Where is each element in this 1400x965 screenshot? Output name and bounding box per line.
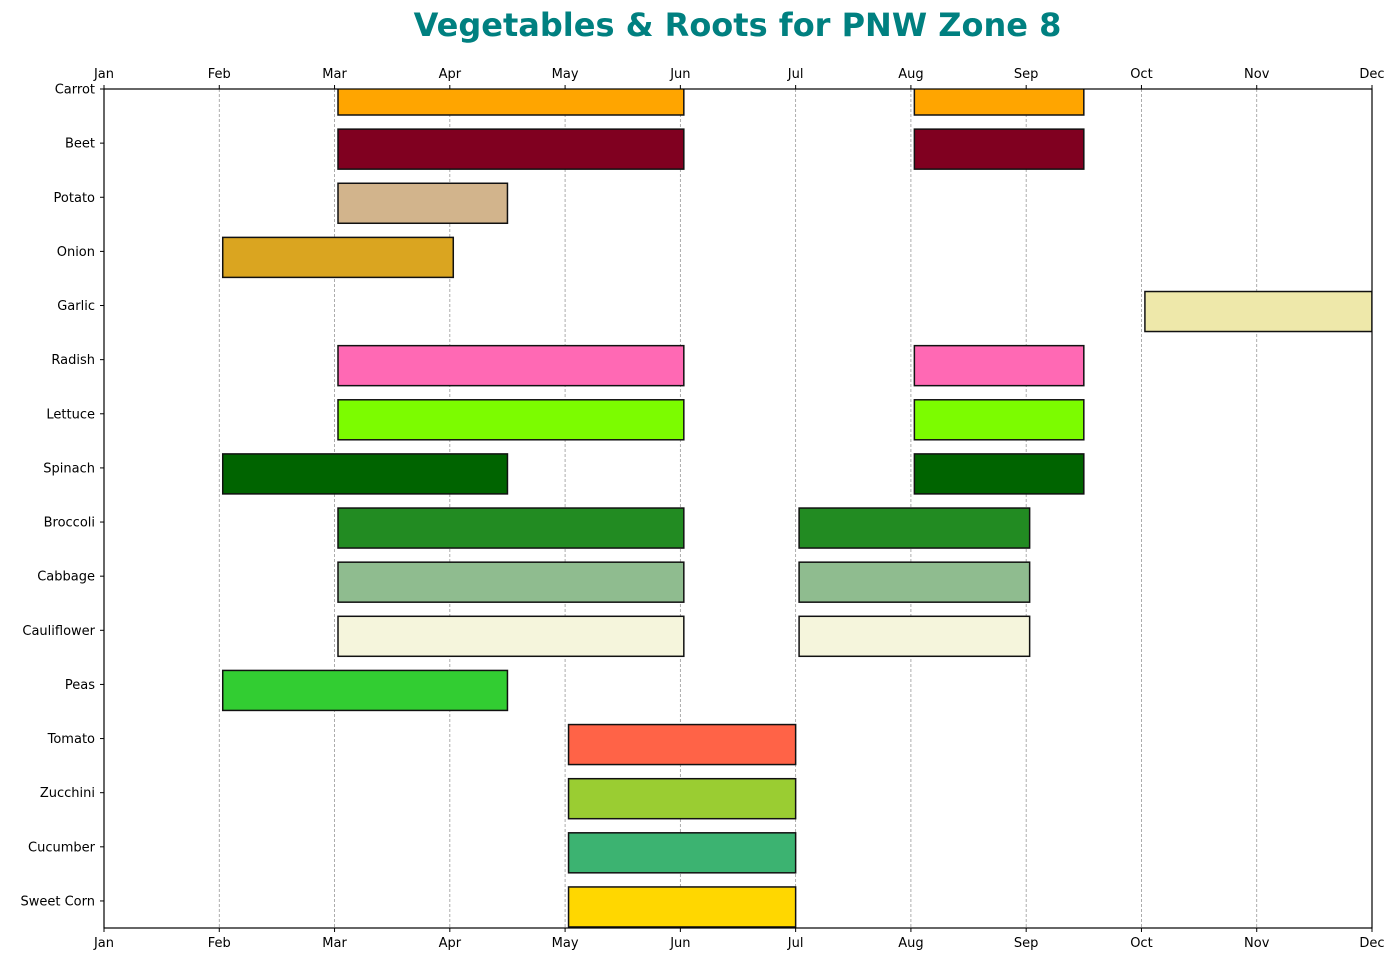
x-tick-label-top: Oct: [1130, 67, 1152, 82]
y-tick-label: Cabbage: [37, 570, 95, 585]
x-tick-label-bottom: Aug: [898, 936, 923, 951]
x-tick-label-top: Apr: [439, 67, 462, 82]
x-tick-label-top: Aug: [898, 67, 923, 82]
bar-cucumber: [567, 832, 797, 874]
bar-cabbage: [798, 561, 1031, 603]
chart-title: Vegetables & Roots for PNW Zone 8: [413, 6, 1062, 44]
bar-garlic: [1144, 290, 1372, 333]
bar-lettuce: [913, 399, 1085, 441]
x-tick-label-bottom: Dec: [1359, 936, 1384, 951]
bar-broccoli: [337, 507, 685, 549]
x-tick-label-bottom: Sep: [1014, 936, 1039, 951]
y-tick-label: Peas: [65, 678, 95, 693]
y-tick-label: Tomato: [47, 732, 95, 747]
x-tick-label-bottom: Jul: [787, 936, 804, 951]
y-tick-label: Potato: [54, 191, 95, 206]
bar-cauliflower: [337, 615, 685, 658]
bar-tomato: [567, 723, 797, 766]
x-tick-label-top: Jan: [93, 67, 114, 82]
x-tick-label-top: Nov: [1244, 67, 1270, 82]
x-tick-label-top: May: [552, 67, 579, 82]
bar-carrot: [913, 89, 1085, 116]
bar-broccoli: [798, 507, 1031, 549]
x-tick-label-bottom: Oct: [1130, 936, 1152, 951]
bar-beet: [913, 128, 1085, 170]
x-tick-label-top: Dec: [1359, 67, 1384, 82]
bar-spinach: [221, 453, 509, 495]
bar-spinach: [913, 453, 1085, 495]
bar-radish: [913, 344, 1085, 387]
y-tick-label: Zucchini: [40, 786, 95, 801]
plot-frame: [103, 88, 1373, 929]
bar-carrot: [337, 89, 685, 116]
y-tick-label: Garlic: [57, 299, 95, 314]
x-tick-label-top: Jul: [787, 67, 804, 82]
bar-zucchini: [567, 777, 797, 820]
bar-sweet-corn: [567, 886, 797, 928]
y-tick-label: Beet: [65, 137, 95, 152]
x-tick-label-bottom: Mar: [322, 936, 347, 951]
y-tick-label: Spinach: [43, 461, 95, 476]
y-tick-label: Carrot: [55, 83, 95, 98]
x-tick-label-top: Sep: [1014, 67, 1039, 82]
y-tick-label: Lettuce: [46, 407, 95, 422]
x-tick-label-bottom: Jan: [93, 936, 114, 951]
bar-lettuce: [337, 399, 685, 441]
bar-potato: [337, 182, 509, 225]
x-tick-label-bottom: Jun: [669, 936, 690, 951]
bar-beet: [337, 128, 685, 170]
x-tick-label-bottom: Feb: [208, 936, 231, 951]
y-tick-label: Broccoli: [44, 516, 95, 531]
y-tick-label: Cauliflower: [22, 624, 95, 639]
x-tick-label-top: Jun: [669, 67, 690, 82]
bar-cabbage: [337, 561, 685, 603]
x-tick-label-top: Feb: [208, 67, 231, 82]
y-tick-label: Onion: [57, 245, 95, 260]
y-tick-label: Cucumber: [28, 840, 96, 855]
x-tick-label-bottom: Nov: [1244, 936, 1270, 951]
x-tick-label-bottom: Apr: [439, 936, 462, 951]
y-tick-label: Radish: [51, 353, 95, 368]
x-tick-label-bottom: May: [552, 936, 579, 951]
x-tick-label-top: Mar: [322, 67, 347, 82]
bar-peas: [221, 669, 509, 712]
y-tick-label: Sweet Corn: [21, 894, 96, 909]
bar-cauliflower: [798, 615, 1031, 658]
bar-radish: [337, 344, 685, 387]
bar-onion: [221, 236, 455, 279]
